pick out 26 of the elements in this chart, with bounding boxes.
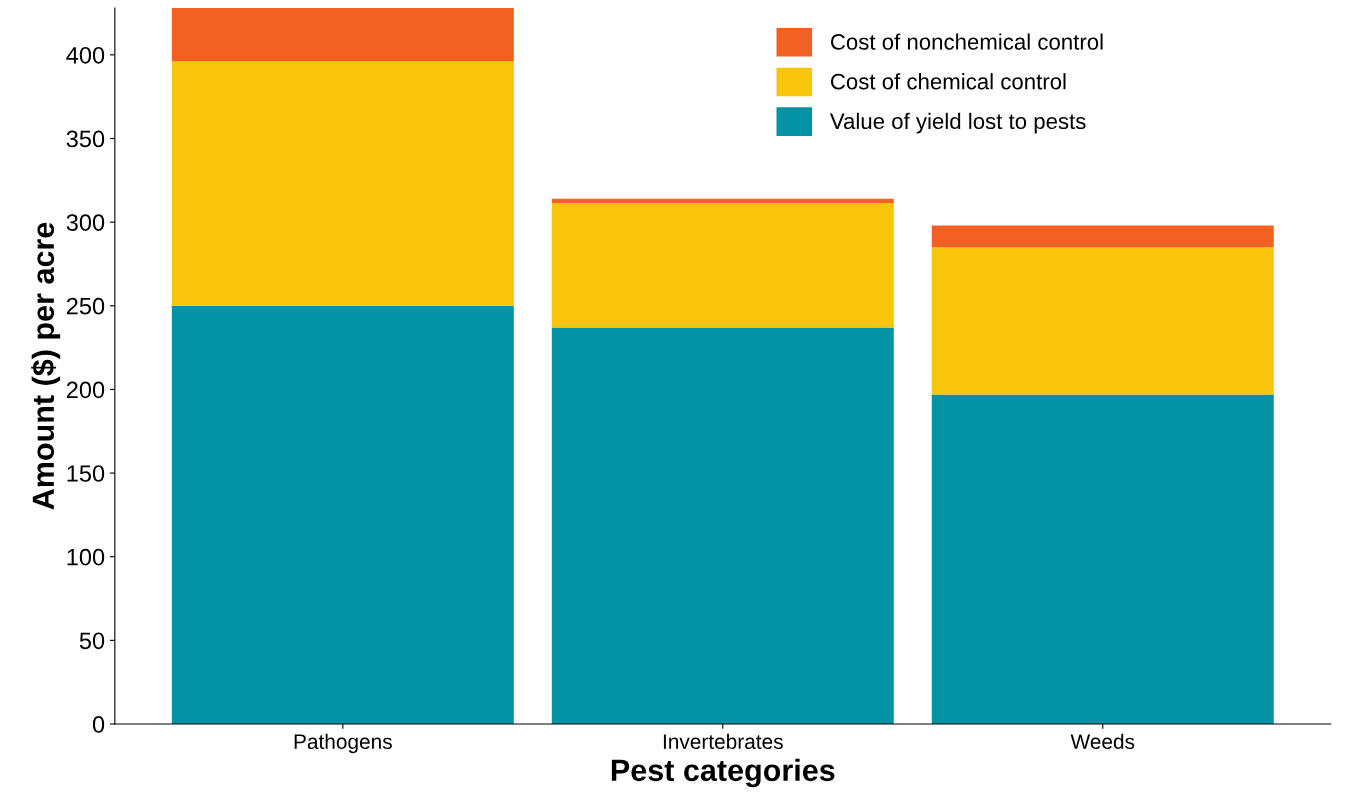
x-axis-title: Pest categories xyxy=(611,758,835,788)
bar xyxy=(931,247,1274,395)
bar xyxy=(551,327,894,724)
y-tick-label: 100 xyxy=(67,548,105,566)
legend-label: Cost of nonchemical control xyxy=(830,33,1103,50)
legend-label: Cost of chemical control xyxy=(830,73,1066,90)
y-tick-label: 250 xyxy=(66,297,105,315)
bar xyxy=(171,61,514,306)
y-tick-label: 200 xyxy=(66,381,105,399)
bar xyxy=(931,394,1274,724)
y-tick-label: 400 xyxy=(66,46,105,64)
legend-label: Value of yield lost to pests xyxy=(829,112,1086,134)
bar xyxy=(171,8,514,62)
y-tick-label: 350 xyxy=(66,130,105,148)
y-tick-label: 150 xyxy=(67,465,105,482)
y-tick-label: 300 xyxy=(66,214,105,231)
x-tick-label: Weeds xyxy=(1070,733,1135,750)
y-axis-title: Amount ($) per acre xyxy=(31,222,61,510)
x-tick-label: Invertebrates xyxy=(663,733,783,750)
bar xyxy=(171,305,514,724)
y-tick-label: 0 xyxy=(92,716,105,733)
bar xyxy=(551,202,894,328)
x-tick-label: Pathogens xyxy=(294,733,392,754)
bar xyxy=(551,198,894,203)
y-tick-label: 50 xyxy=(79,632,105,650)
bar xyxy=(931,225,1274,248)
